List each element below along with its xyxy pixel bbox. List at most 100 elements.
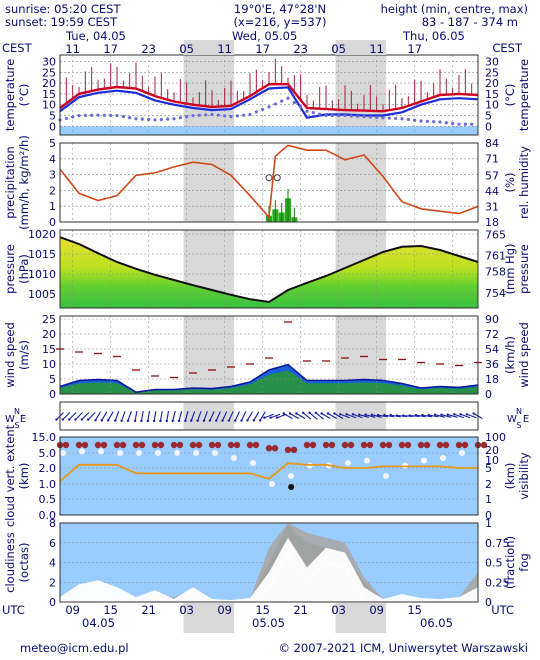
temp-ytick-left: 20 <box>42 77 56 90</box>
dir-left-w: W <box>5 414 15 425</box>
cloudiness-right-label: fog <box>517 553 531 571</box>
dew-point-dot <box>71 115 75 119</box>
cloud-top-dot <box>360 441 368 449</box>
footer-email[interactable]: meteo@icm.edu.pl <box>20 641 129 655</box>
dew-point-dot <box>261 107 265 112</box>
dew-point-dot <box>153 118 157 122</box>
cloud-base-dot <box>212 450 218 456</box>
dew-point-dot <box>229 115 233 119</box>
wind-arrow <box>190 411 196 421</box>
dew-point-dot <box>413 118 417 122</box>
sunrise-text: sunrise: 05:20 CEST <box>5 2 121 16</box>
dew-point-dot <box>470 122 474 126</box>
precip-snow-mark <box>273 174 281 182</box>
wind-arrow <box>68 412 77 420</box>
cloud-top-dot <box>214 441 222 449</box>
wind-ytick: 10 <box>42 358 56 371</box>
dew-point-dot <box>394 116 398 121</box>
precip-night-0 <box>183 143 235 222</box>
cloud-left-label: cloud vert. extent <box>3 424 17 527</box>
dew-point-dot <box>178 116 182 120</box>
dew-point-dot <box>292 100 296 105</box>
press-mmhg-tick: 754 <box>485 287 506 300</box>
cloudiness-ytick: 8 <box>49 517 56 530</box>
dew-point-dot <box>299 105 303 109</box>
wind-border <box>59 315 479 395</box>
dew-point-dot <box>311 111 315 115</box>
temp-ytick-left: 25 <box>42 66 56 79</box>
humidity-line <box>59 144 479 220</box>
dew-point-dot <box>444 121 448 125</box>
visibility-ytick: 5 <box>485 462 492 475</box>
cloud-base-dot <box>345 460 351 466</box>
cloudiness-mid-clouds <box>60 523 478 602</box>
cloudiness-border <box>59 522 479 603</box>
pressure-line <box>59 236 479 304</box>
cloud-base-dot <box>117 450 123 456</box>
top-hour-label-night: 05 <box>331 42 346 56</box>
wind-arrow <box>460 413 471 419</box>
cloud-top-dot <box>252 441 260 449</box>
dew-point-dot <box>159 117 163 122</box>
wind-arrow <box>153 410 157 422</box>
dir-right-s: S <box>516 421 521 430</box>
wind-arrow <box>289 413 299 419</box>
wind-arrow <box>365 414 376 418</box>
wind-ytick: 25 <box>42 313 56 326</box>
bottom-date-1: 05.05 <box>252 616 285 630</box>
cloud-base-dot <box>79 448 85 455</box>
wind-kmh-tick: 90 <box>485 313 499 326</box>
cloud-left-unit: (km) <box>17 463 31 490</box>
tz-right-top: CEST <box>492 41 522 55</box>
cloud-base-dot <box>478 450 484 456</box>
wind-arrow <box>315 412 324 420</box>
cloudiness-left-unit: (octas) <box>17 543 31 583</box>
cloud-base-dot <box>193 450 199 456</box>
cloud-top-dot <box>398 441 406 449</box>
precipitation-right-unit: (%) <box>503 173 517 193</box>
dir-right-e: E <box>523 414 529 425</box>
wind-speed-inner <box>60 370 478 394</box>
wind-arrow-head <box>74 418 77 421</box>
wind-arrow-head <box>320 412 323 415</box>
wind-arrow-head <box>94 419 97 422</box>
wind-arrow-head <box>126 419 130 422</box>
cloud-top-dot <box>480 441 488 449</box>
wind-arrow-head <box>402 414 405 417</box>
dew-point-dot <box>140 117 144 121</box>
dir-left-n: N <box>14 407 20 416</box>
wind-arrow <box>371 414 382 418</box>
tz-left-bottom: UTC <box>2 603 25 617</box>
top-night-band-1 <box>335 40 387 55</box>
wind-arrow <box>447 414 458 418</box>
wind-arrow <box>134 410 138 422</box>
wind-arrow <box>166 410 170 422</box>
wind-arrow <box>247 411 253 421</box>
pressure-area <box>60 237 478 308</box>
wind-ytick: 0 <box>49 388 56 401</box>
wind-arrow-head <box>301 411 305 414</box>
temp-ytick-right: 25 <box>485 66 499 79</box>
temp-ytick-right: 20 <box>485 77 499 90</box>
cloudiness-left-label: cloudiness <box>3 532 17 593</box>
wind-arrow-head <box>339 413 342 416</box>
wind-arrow <box>340 413 350 419</box>
wind-arrow-head <box>333 412 336 415</box>
cloud-right-unit: (km) <box>503 463 517 490</box>
dew-point-dot <box>185 115 189 119</box>
wind-arrow <box>441 414 452 418</box>
dew-point-dot <box>242 113 246 117</box>
cloud-top-dot <box>94 441 102 449</box>
wind-kmh-tick: 54 <box>485 343 499 356</box>
wind-arrow <box>259 411 266 421</box>
cloud-top-dot <box>75 441 83 449</box>
wind-arrow-head <box>252 419 256 422</box>
fog-ytick: 1 <box>485 517 492 530</box>
cloud-ytick: 0.0 <box>39 509 57 522</box>
wind-arrow-head <box>345 413 348 416</box>
pressure-left-unit: (hPa) <box>17 254 31 284</box>
wind-arrow-head <box>190 419 193 422</box>
dew-point-dot <box>324 113 328 118</box>
top-hour-label-2: 23 <box>141 42 156 56</box>
dew-point-dot <box>457 122 461 126</box>
